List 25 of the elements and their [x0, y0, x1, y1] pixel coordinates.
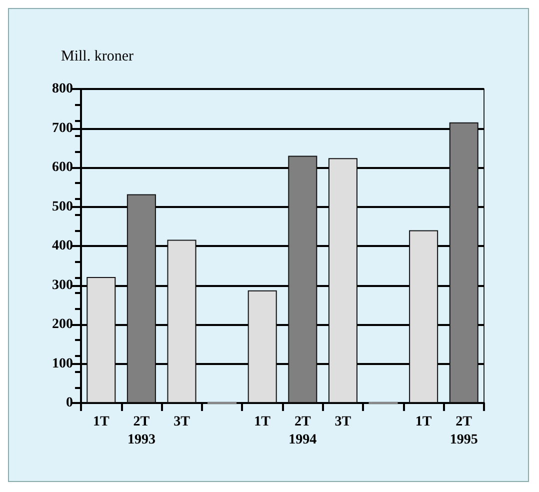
y-tick-label: 700 — [52, 120, 73, 136]
y-axis-title: Mill. kroner — [61, 48, 134, 64]
x-tick-label: 3T — [334, 414, 352, 430]
x-tick-label: 1T — [92, 414, 110, 430]
y-tick-label: 600 — [52, 160, 73, 175]
x-tick-label: 2T 1995 — [450, 414, 478, 448]
bar — [409, 230, 438, 403]
x-tick-label: 2T 1993 — [127, 414, 156, 448]
y-tick-label: 200 — [52, 317, 73, 332]
y-tick-label: 100 — [52, 356, 73, 372]
bar — [328, 158, 358, 403]
y-tick-label: 500 — [52, 199, 73, 214]
y-tick-label: 400 — [52, 238, 73, 254]
y-tick-label: 300 — [52, 278, 73, 293]
x-tick-label: 2T 1994 — [288, 414, 317, 448]
bar — [86, 277, 116, 403]
x-tick-label: 1T — [254, 414, 272, 430]
bar — [126, 194, 156, 403]
bar — [449, 122, 478, 403]
x-tick-label: 3T — [174, 414, 191, 430]
bar — [248, 290, 277, 403]
y-tick-label: 800 — [52, 82, 73, 96]
bar — [167, 240, 196, 403]
x-tick-label: 1T — [415, 414, 432, 430]
bar — [288, 156, 318, 403]
